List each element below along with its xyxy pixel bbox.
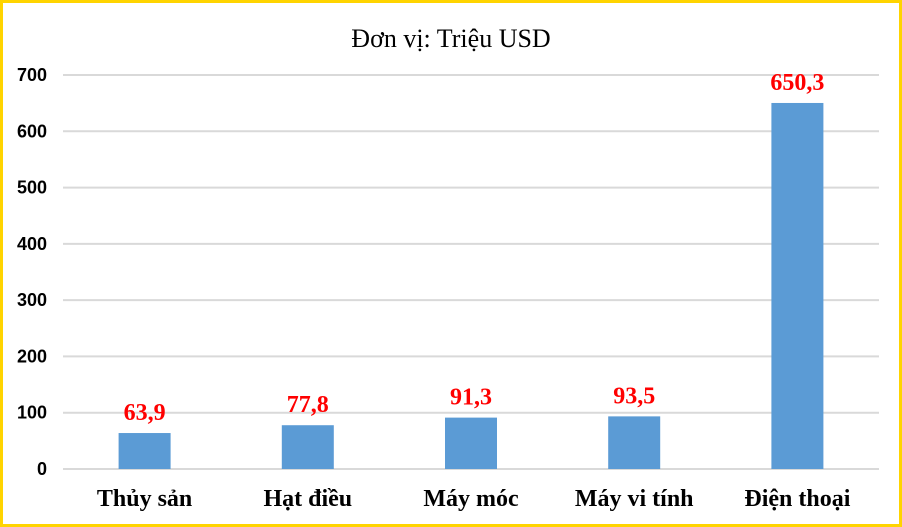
y-tick-label: 400 xyxy=(17,234,47,254)
chart-title: Đơn vị: Triệu USD xyxy=(351,24,550,53)
bar xyxy=(771,102,824,469)
bars xyxy=(118,102,824,469)
data-label: 650,3 xyxy=(770,70,824,96)
data-label: 93,5 xyxy=(613,383,655,409)
y-tick-label: 300 xyxy=(17,290,47,310)
gridlines xyxy=(63,74,879,470)
y-tick-label: 0 xyxy=(37,459,47,479)
x-tick-label: Hạt điều xyxy=(263,486,352,512)
data-label: 77,8 xyxy=(287,392,329,418)
x-tick-label: Điện thoại xyxy=(744,486,850,512)
y-tick-label: 100 xyxy=(17,403,47,423)
bar xyxy=(281,425,334,469)
data-label: 63,9 xyxy=(124,400,166,426)
y-tick-label: 200 xyxy=(17,346,47,366)
y-tick-label: 500 xyxy=(17,178,47,198)
bar xyxy=(445,417,497,469)
y-tick-label: 600 xyxy=(17,121,47,141)
bar-chart: 0 100 200 300 400 500 600 700 Thủy sản Hạt điều M… xyxy=(17,24,879,512)
y-axis-ticks: 0 100 200 300 400 500 600 700 xyxy=(17,65,47,479)
data-label: 91,3 xyxy=(450,385,492,411)
data-labels: 63,9 77,8 91,3 93,5 650,3 xyxy=(124,70,825,426)
x-tick-label: Thủy sản xyxy=(97,486,192,512)
x-tick-label: Máy móc xyxy=(423,486,519,512)
x-tick-label: Máy vi tính xyxy=(575,486,694,512)
bar xyxy=(608,416,661,469)
y-tick-label: 700 xyxy=(17,65,47,85)
x-axis-ticks: Thủy sản Hạt điều Máy móc Máy vi tính Điện t… xyxy=(97,486,851,512)
bar xyxy=(118,433,171,469)
